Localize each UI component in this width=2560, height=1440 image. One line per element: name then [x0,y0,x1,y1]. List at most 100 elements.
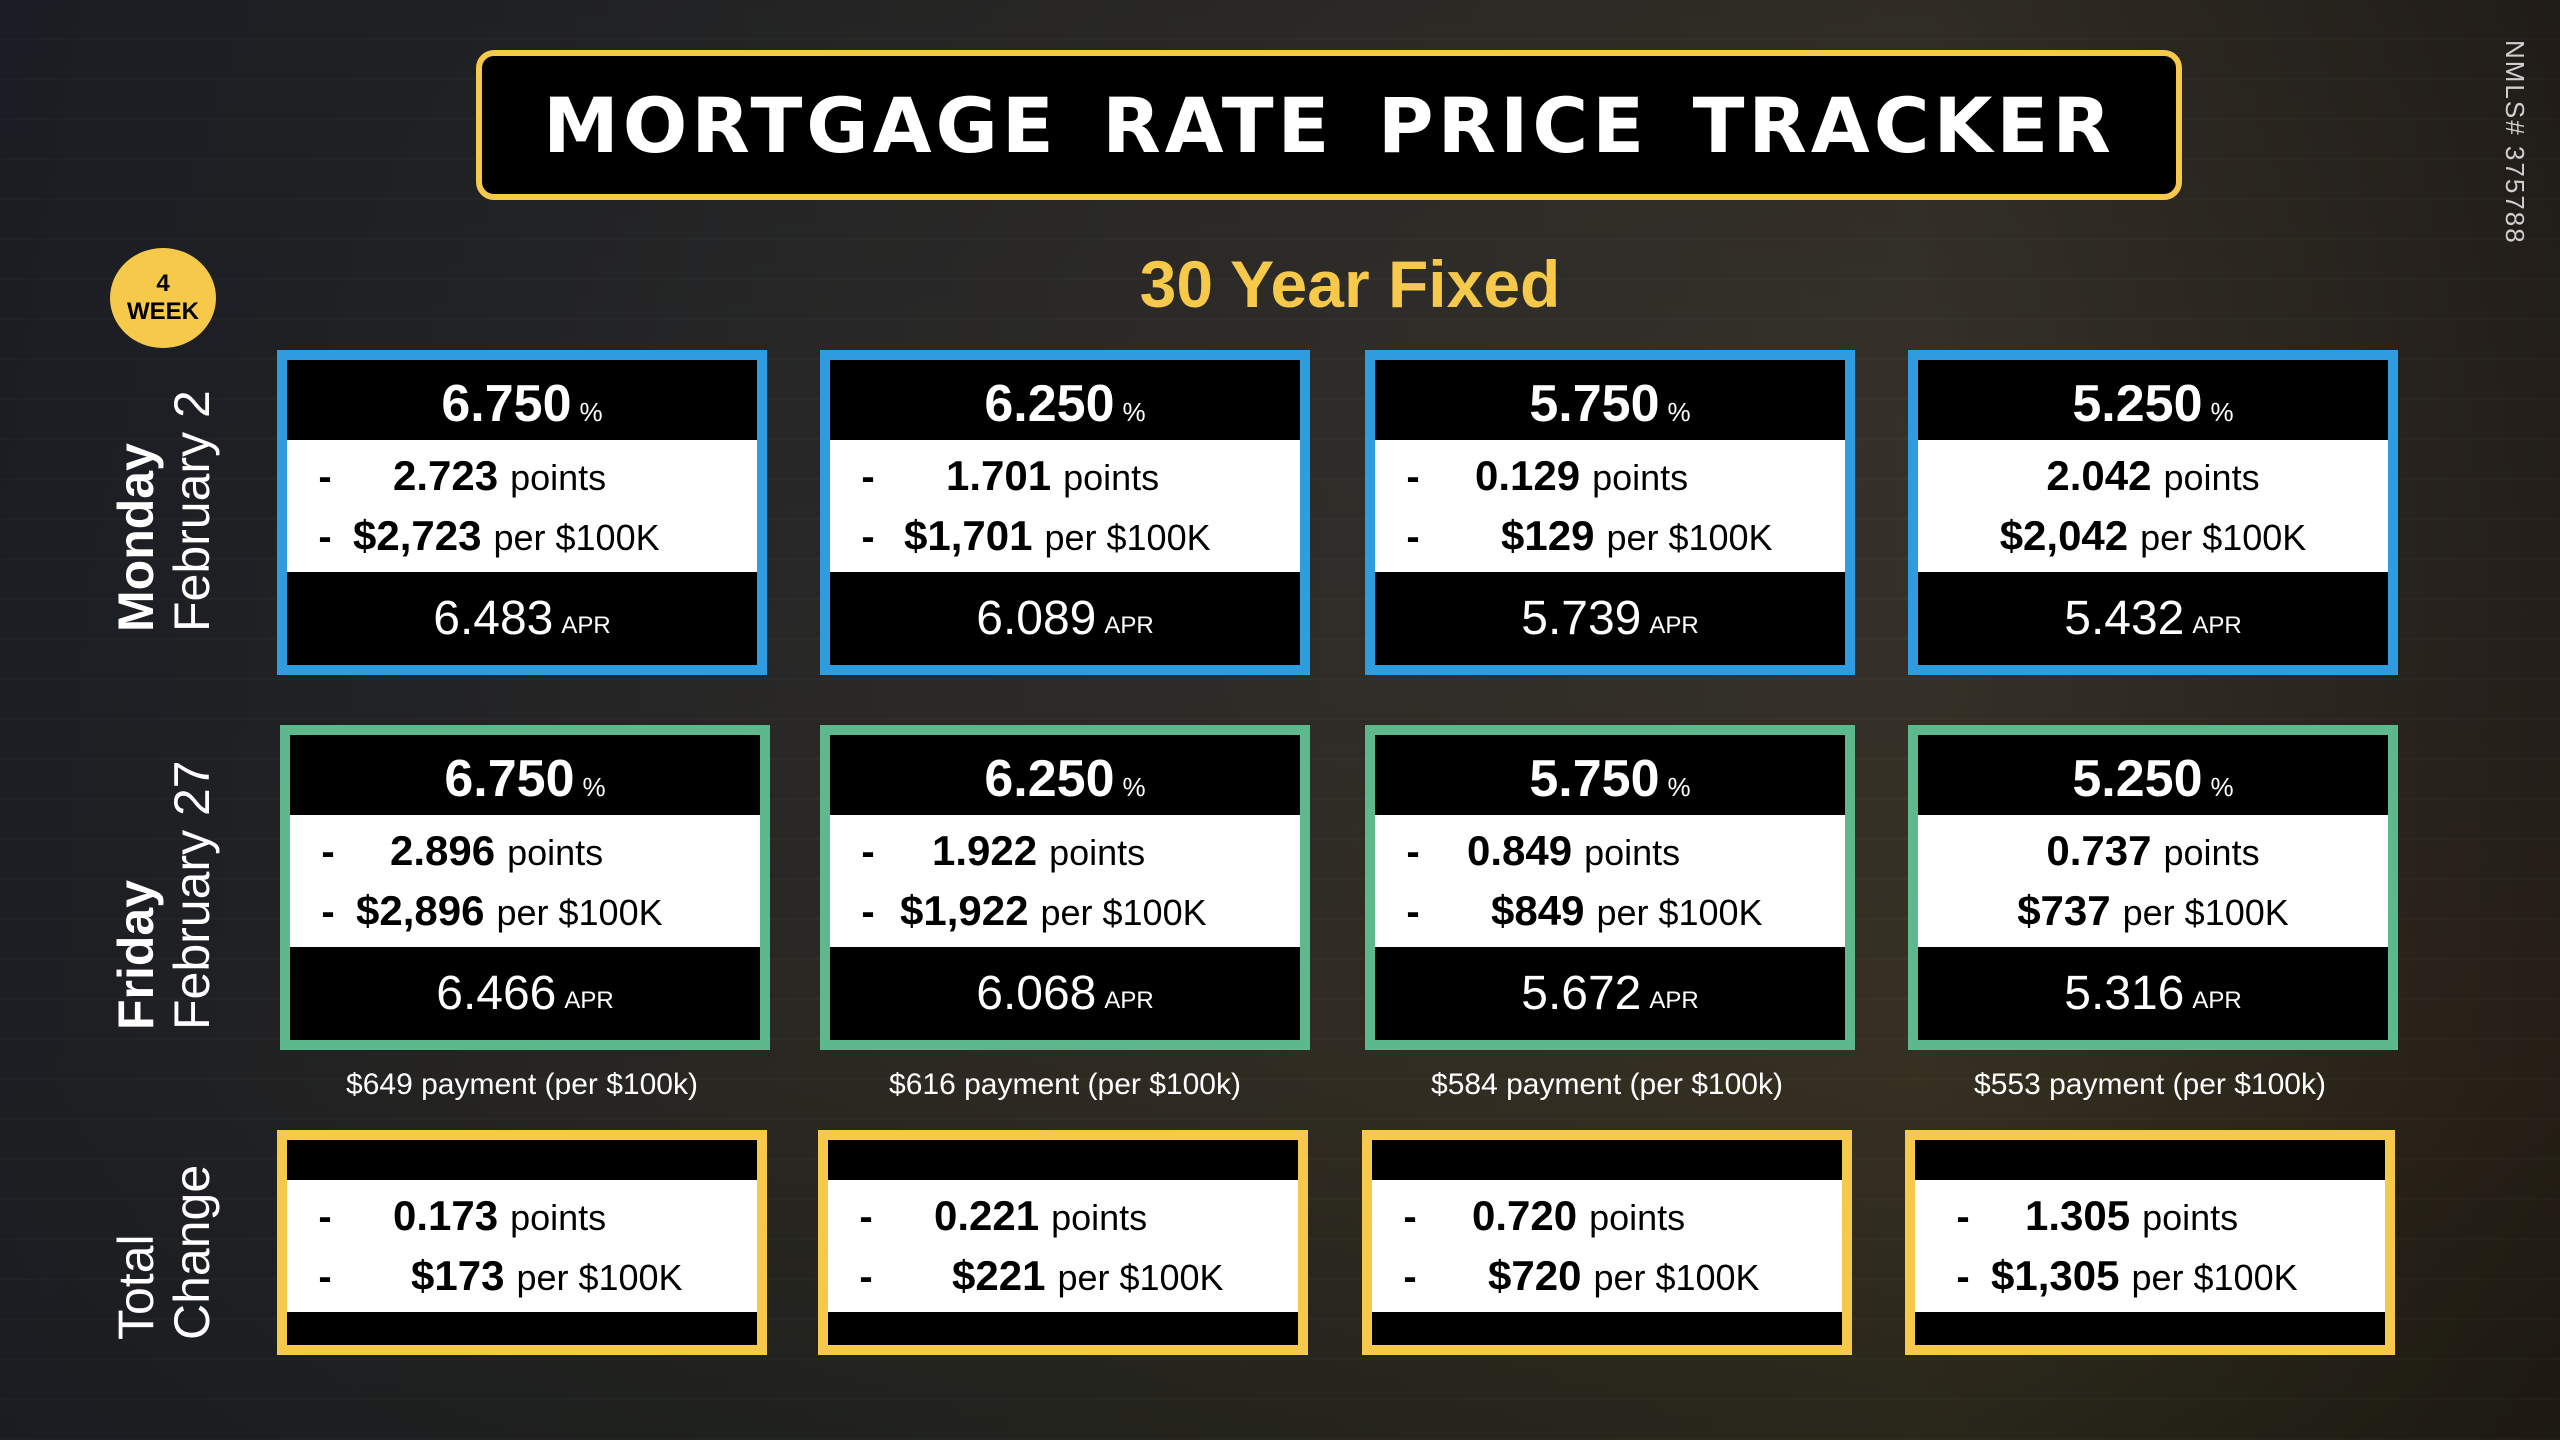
apr-label: APR [1104,611,1154,639]
points-value: 0.849 [1467,827,1573,874]
points-unit: points [1051,1197,1148,1238]
rate-percent-sign: % [1667,397,1691,427]
points-value: 1.701 [946,452,1052,499]
apr-label: APR [1104,986,1154,1014]
rate-header: 5.750 % [1375,735,1845,815]
apr-label: APR [1649,611,1699,639]
rate-percent-sign: % [1122,772,1146,802]
points-value: 0.129 [1475,452,1581,499]
apr-label: APR [2192,611,2242,639]
apr-label: APR [2192,986,2242,1014]
rate-value: 6.750 [441,375,572,433]
points-unit: points [2163,457,2260,498]
rate-header: 6.750 % [287,360,757,440]
points-value: 0.221 [934,1192,1040,1239]
points-sign: - [1406,455,1420,499]
row-label-day: Friday [108,879,164,1030]
payment-note: $616 payment (per $100k) [889,1068,1241,1101]
points-value: 2.042 [2046,452,2152,499]
rate-card-friday: 6.750 % - 2.896 points - $2,896 per $100K 6.… [280,725,770,1050]
change-card: - 0.173 points - $173 per $100K [277,1130,767,1355]
cost-value: $849 [1491,887,1585,934]
points-value: 0.173 [393,1192,499,1239]
cost-unit: per $100K [496,892,663,933]
rate-value: 5.250 [2072,750,2203,808]
rate-header: 5.750 % [1375,360,1845,440]
rate-header: 6.250 % [830,360,1300,440]
points-unit: points [2163,832,2260,873]
points-value: 1.305 [2025,1192,2131,1239]
cost-unit: per $100K [1596,892,1763,933]
points-sign: - [1406,830,1420,874]
points-unit: points [1584,832,1681,873]
rate-value: 5.250 [2072,375,2203,433]
points-value: 0.737 [2046,827,2152,874]
row-label-day: Monday [108,443,164,632]
rate-value: 5.750 [1529,375,1660,433]
week-badge-number: 4 [156,270,170,297]
points-band: - 2.896 points - $2,896 per $100K [290,815,760,947]
change-card: - 0.221 points - $221 per $100K [818,1130,1308,1355]
week-badge-label: WEEK [127,298,199,325]
row-label-monday: Monday February 2 [108,390,220,632]
rate-card-friday: 6.250 % - 1.922 points - $1,922 per $100K 6.… [820,725,1310,1050]
rate-header: 6.250 % [830,735,1300,815]
rate-card-monday: 6.750 % - 2.723 points - $2,723 per $100K 6.… [277,350,767,675]
week-badge: 4 WEEK [110,248,216,348]
row-label-date: February 27 [164,760,220,1030]
cost-unit: per $100K [2131,1257,2298,1298]
cost-sign: - [1406,890,1420,934]
apr-value: 5.739 [1521,592,1642,645]
rate-card-friday: 5.250 % 0.737 points $737 per $100K 5.316 … [1908,725,2398,1050]
apr-value: 5.672 [1521,967,1642,1020]
cost-unit: per $100K [1044,517,1211,558]
apr-value: 5.316 [2064,967,2185,1020]
rate-card-monday: 6.250 % - 1.701 points - $1,701 per $100K 6.… [820,350,1310,675]
apr-row: 5.316 APR [1918,947,2388,1040]
rate-header: 5.250 % [1918,735,2388,815]
points-sign: - [321,830,335,874]
points-band: - 0.129 points - $129 per $100K [1375,440,1845,572]
points-value: 2.723 [393,452,499,499]
points-sign: - [318,455,332,499]
points-band: - 0.849 points - $849 per $100K [1375,815,1845,947]
cost-sign: - [1403,1255,1417,1299]
change-band: - 1.305 points - $1,305 per $100K [1915,1180,2385,1312]
payment-note: $584 payment (per $100k) [1431,1068,1783,1101]
loan-type-subtitle: 30 Year Fixed [1139,247,1561,321]
cost-unit: per $100K [493,517,660,558]
cost-value: $173 [411,1252,505,1299]
rate-percent-sign: % [582,772,606,802]
cost-sign: - [1956,1255,1970,1299]
points-unit: points [507,832,604,873]
cost-value: $2,042 [1999,512,2129,559]
points-sign: - [859,1195,873,1239]
points-value: 2.896 [390,827,496,874]
cost-unit: per $100K [516,1257,683,1298]
cost-sign: - [861,890,875,934]
rate-value: 6.750 [444,750,575,808]
points-sign: - [861,830,875,874]
apr-row: 6.466 APR [290,947,760,1040]
rate-percent-sign: % [579,397,603,427]
rate-percent-sign: % [2210,397,2234,427]
row-label-date: February 2 [164,390,220,632]
cost-unit: per $100K [2140,517,2307,558]
cost-sign: - [1406,515,1420,559]
points-unit: points [1049,832,1146,873]
apr-row: 5.432 APR [1918,572,2388,665]
apr-value: 6.466 [436,967,557,1020]
points-sign: - [318,1195,332,1239]
points-sign: - [861,455,875,499]
points-unit: points [1592,457,1689,498]
points-unit: points [510,1197,607,1238]
rate-header: 6.750 % [290,735,760,815]
cost-sign: - [861,515,875,559]
change-band: - 0.221 points - $221 per $100K [828,1180,1298,1312]
rate-value: 6.250 [984,375,1115,433]
cost-unit: per $100K [1593,1257,1760,1298]
rate-percent-sign: % [1667,772,1691,802]
points-band: - 2.723 points - $2,723 per $100K [287,440,757,572]
rate-card-monday: 5.750 % - 0.129 points - $129 per $100K 5.73… [1365,350,1855,675]
payment-note: $553 payment (per $100k) [1974,1068,2326,1101]
